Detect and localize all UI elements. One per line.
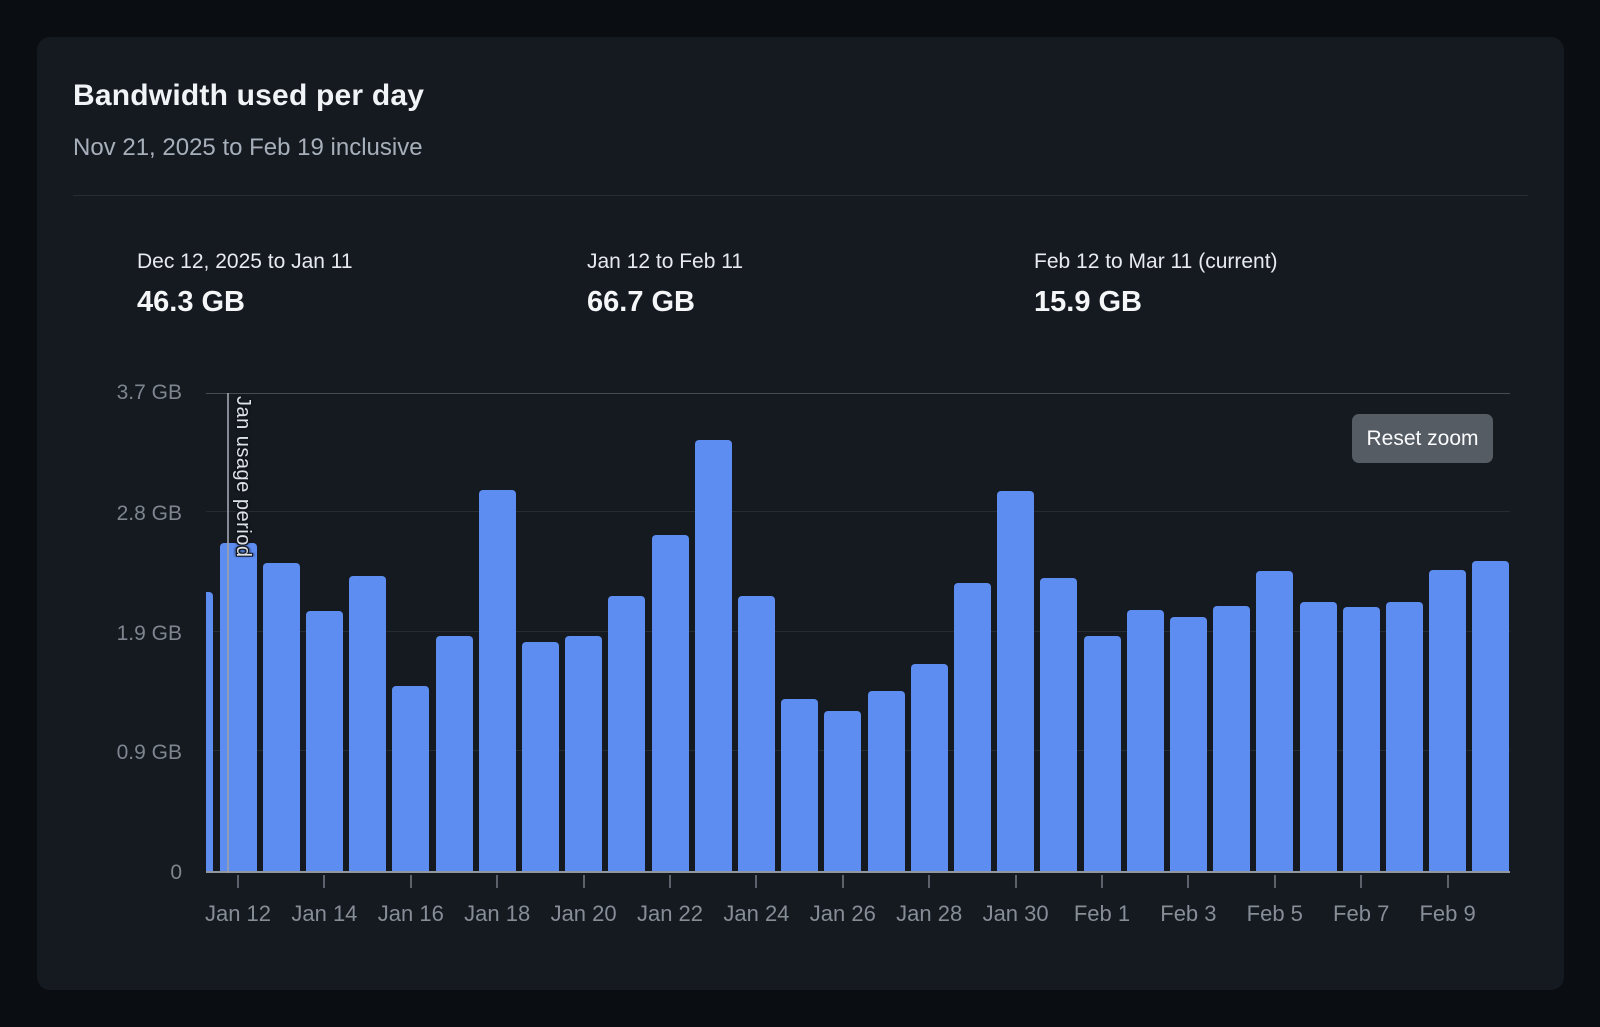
- reset-zoom-button[interactable]: Reset zoom: [1352, 414, 1493, 463]
- bar-jan-25[interactable]: [781, 699, 819, 871]
- x-tick-label: Feb 5: [1246, 901, 1303, 926]
- x-tick-label: Jan 16: [377, 901, 444, 926]
- x-tick-label: Feb 9: [1419, 901, 1476, 926]
- bar-jan-28[interactable]: [910, 664, 948, 871]
- bar-feb-2[interactable]: [1126, 610, 1164, 871]
- x-tick-mark: [1360, 875, 1363, 888]
- bandwidth-chart: 0 0.9 GB 1.9 GB 2.8 GB 3.7 GB Jan 12 Jan 14 Ja…: [37, 37, 1564, 990]
- bar-feb-7[interactable]: [1342, 607, 1380, 871]
- stat-period-label: Dec 12, 2025 to Jan 11: [137, 250, 353, 273]
- bar-jan-11[interactable]: [206, 592, 214, 871]
- usage-stat-previous: Dec 12, 2025 to Jan 11 46.3 GB: [137, 249, 353, 319]
- gridline: [206, 510, 1510, 512]
- usage-stat-current: Feb 12 to Mar 11 (current) 15.9 GB: [1034, 249, 1278, 319]
- x-tick-label: Jan 28: [896, 901, 963, 926]
- bar-feb-6[interactable]: [1299, 602, 1337, 871]
- x-tick-mark: [1273, 875, 1276, 888]
- bar-feb-5[interactable]: [1256, 571, 1294, 871]
- x-tick-label: Feb 3: [1160, 901, 1217, 926]
- bar-feb-1[interactable]: [1083, 636, 1121, 871]
- x-tick-mark: [582, 875, 585, 888]
- date-range-subtitle: Nov 21, 2025 to Feb 19 inclusive: [73, 134, 423, 161]
- bar-jan-19[interactable]: [521, 642, 559, 871]
- y-tick-label: 0.9 GB: [116, 741, 182, 765]
- x-tick-mark: [1101, 875, 1103, 888]
- x-tick-label: Feb 7: [1333, 901, 1390, 926]
- header-divider: [73, 195, 1528, 196]
- bar-jan-31[interactable]: [1040, 578, 1078, 871]
- bandwidth-card: Bandwidth used per day Nov 21, 2025 to F…: [37, 37, 1564, 990]
- bar-jan-17[interactable]: [435, 636, 473, 871]
- y-tick-label: 2.8 GB: [116, 501, 182, 525]
- y-tick-label: 1.9 GB: [116, 621, 182, 645]
- y-tick-label: 0: [170, 861, 182, 884]
- bar-feb-8[interactable]: [1385, 602, 1423, 871]
- x-tick-label: Jan 26: [809, 901, 876, 926]
- x-tick-label: Jan 20: [550, 901, 617, 926]
- x-tick-mark: [409, 875, 412, 888]
- x-tick-label: Jan 12: [204, 901, 272, 926]
- bar-jan-22[interactable]: [651, 535, 689, 871]
- x-tick-mark: [1446, 875, 1449, 888]
- bar-jan-21[interactable]: [608, 596, 646, 871]
- bar-jan-15[interactable]: [349, 576, 387, 871]
- jan-usage-period-annotation-label: Jan usage period: [232, 396, 254, 558]
- x-tick-mark: [1187, 875, 1190, 888]
- x-tick-label: Jan 22: [636, 901, 704, 926]
- stat-period-value: 46.3 GB: [137, 286, 245, 318]
- bar-jan-14[interactable]: [305, 611, 343, 871]
- bar-jan-20[interactable]: [565, 636, 603, 871]
- x-tick-mark: [323, 875, 326, 888]
- x-tick-mark: [1014, 875, 1017, 888]
- stat-period-label: Jan 12 to Feb 11: [587, 250, 744, 273]
- bar-jan-16[interactable]: [392, 686, 430, 871]
- y-tick-label: 3.7 GB: [116, 381, 182, 404]
- x-tick-mark: [496, 875, 499, 888]
- page-title: Bandwidth used per day: [73, 79, 425, 112]
- bar-jan-26[interactable]: [824, 711, 862, 871]
- bar-feb-3[interactable]: [1169, 617, 1207, 871]
- x-tick-label: Jan 18: [464, 901, 531, 926]
- stat-period-label: Feb 12 to Mar 11 (current): [1034, 250, 1278, 273]
- x-tick-mark: [237, 875, 239, 888]
- x-tick-label: Jan 30: [982, 901, 1049, 926]
- usage-stat-last: Jan 12 to Feb 11 66.7 GB: [587, 249, 743, 319]
- jan-usage-period-annotation-line: [227, 393, 229, 873]
- chart-plot-area[interactable]: [206, 393, 1510, 873]
- x-tick-mark: [669, 875, 671, 888]
- bar-jan-23[interactable]: [694, 440, 732, 871]
- bar-jan-12[interactable]: [219, 543, 257, 871]
- stat-period-value: 15.9 GB: [1034, 286, 1142, 318]
- x-tick-mark: [755, 875, 758, 888]
- bar-jan-27[interactable]: [867, 691, 905, 871]
- x-tick-label: Jan 24: [723, 901, 790, 926]
- stat-period-value: 66.7 GB: [587, 286, 695, 318]
- bar-jan-30[interactable]: [997, 491, 1035, 871]
- bar-feb-4[interactable]: [1213, 606, 1251, 871]
- bar-feb-9[interactable]: [1429, 570, 1467, 871]
- x-tick-mark: [928, 875, 931, 888]
- x-tick-mark: [841, 875, 844, 888]
- bar-feb-10[interactable]: [1472, 561, 1510, 871]
- bar-jan-24[interactable]: [737, 596, 775, 871]
- bar-jan-13[interactable]: [262, 563, 300, 871]
- x-tick-label: Jan 14: [291, 901, 358, 926]
- x-tick-label: Feb 1: [1073, 901, 1131, 926]
- bar-jan-18[interactable]: [478, 490, 516, 871]
- bar-jan-29[interactable]: [953, 583, 991, 871]
- gridline: [206, 630, 1510, 632]
